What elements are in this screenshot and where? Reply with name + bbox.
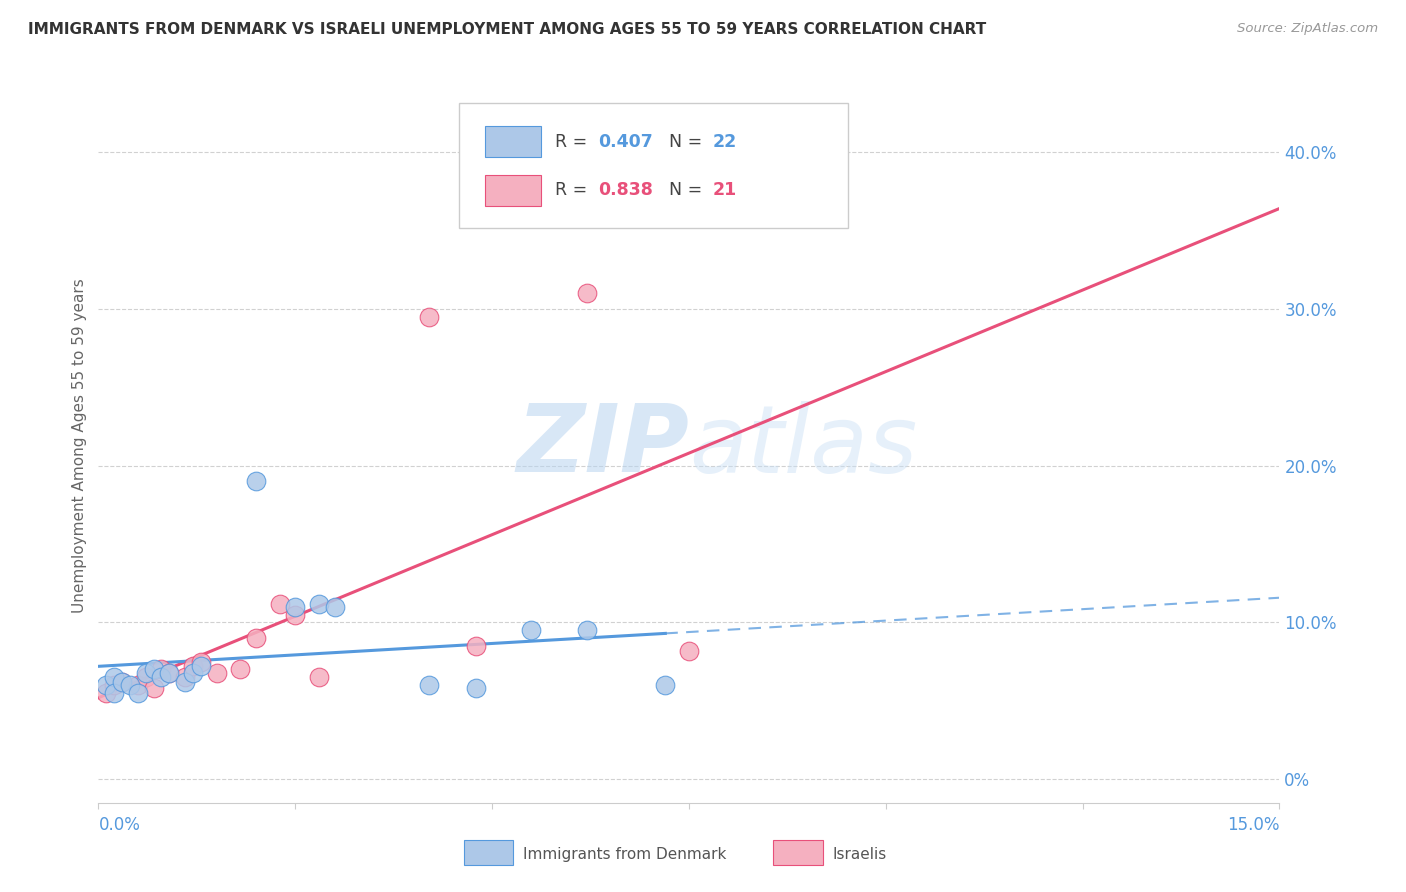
Point <box>418 678 440 692</box>
Point <box>323 599 346 614</box>
Text: 15.0%: 15.0% <box>1227 816 1279 834</box>
Point <box>418 310 440 324</box>
Point <box>96 678 118 692</box>
Text: Source: ZipAtlas.com: Source: ZipAtlas.com <box>1237 22 1378 36</box>
Text: N =: N = <box>669 133 707 151</box>
Text: atlas: atlas <box>689 401 917 491</box>
Point <box>150 670 173 684</box>
Point <box>103 678 125 692</box>
Point <box>96 686 118 700</box>
Text: 0.407: 0.407 <box>598 133 652 151</box>
Text: 0.0%: 0.0% <box>98 816 141 834</box>
Point <box>174 675 197 690</box>
Text: 0.838: 0.838 <box>598 181 652 199</box>
Text: Immigrants from Denmark: Immigrants from Denmark <box>523 847 727 862</box>
Point <box>111 675 134 690</box>
Text: 21: 21 <box>713 181 737 199</box>
Point <box>575 624 598 638</box>
Point <box>150 663 173 677</box>
Text: ZIP: ZIP <box>516 400 689 492</box>
FancyBboxPatch shape <box>458 103 848 228</box>
Point <box>174 670 197 684</box>
Point <box>308 597 330 611</box>
Point <box>190 655 212 669</box>
Point <box>118 678 141 692</box>
Point <box>142 663 165 677</box>
Point <box>181 665 204 680</box>
Point <box>127 686 149 700</box>
Point <box>103 670 125 684</box>
Point <box>575 286 598 301</box>
Point <box>245 631 267 645</box>
Point <box>284 607 307 622</box>
Text: 22: 22 <box>713 133 737 151</box>
Point <box>111 675 134 690</box>
Point <box>269 597 291 611</box>
Point <box>157 665 180 680</box>
Text: R =: R = <box>555 181 593 199</box>
Point <box>103 686 125 700</box>
Point <box>142 681 165 696</box>
Point <box>284 599 307 614</box>
Point <box>245 475 267 489</box>
Point <box>157 665 180 680</box>
Point <box>135 670 157 684</box>
Point <box>520 624 543 638</box>
FancyBboxPatch shape <box>485 175 541 206</box>
Point <box>181 659 204 673</box>
FancyBboxPatch shape <box>485 126 541 157</box>
Text: R =: R = <box>555 133 593 151</box>
Point <box>127 678 149 692</box>
Y-axis label: Unemployment Among Ages 55 to 59 years: Unemployment Among Ages 55 to 59 years <box>72 278 87 614</box>
Point <box>308 670 330 684</box>
Point <box>190 659 212 673</box>
Point <box>465 681 488 696</box>
Text: Israelis: Israelis <box>832 847 887 862</box>
Point <box>654 678 676 692</box>
Point <box>678 643 700 657</box>
Point <box>229 663 252 677</box>
Point <box>135 665 157 680</box>
Text: IMMIGRANTS FROM DENMARK VS ISRAELI UNEMPLOYMENT AMONG AGES 55 TO 59 YEARS CORREL: IMMIGRANTS FROM DENMARK VS ISRAELI UNEMP… <box>28 22 987 37</box>
Point <box>205 665 228 680</box>
Point <box>465 639 488 653</box>
Text: N =: N = <box>669 181 707 199</box>
